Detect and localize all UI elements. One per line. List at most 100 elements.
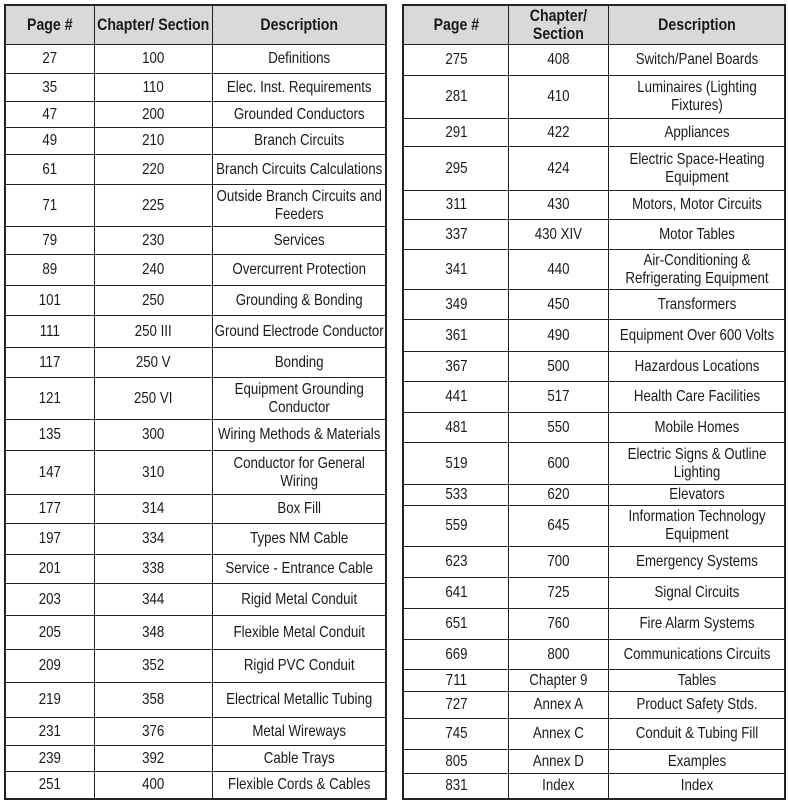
table-row: 441 517 Health Care Facilities xyxy=(404,382,784,413)
cell-page-number: 111 xyxy=(6,316,95,347)
table-row: 251 400 Flexible Cords & Cables xyxy=(6,772,385,798)
cell-text-description: Elec. Inst. Requirements xyxy=(226,78,372,96)
cell-page-number: 203 xyxy=(6,584,95,615)
cell-chapter-section: 600 xyxy=(509,443,609,484)
cell-text-description: Metal Wireways xyxy=(252,722,346,740)
cell-description: Grounding & Bonding xyxy=(213,286,385,315)
cell-text-description: Examples xyxy=(667,752,726,770)
cell-chapter-section: 517 xyxy=(509,382,609,412)
cell-text-description: Outside Branch Circuits and Feeders xyxy=(216,187,382,223)
header-label-page-number: Page # xyxy=(27,15,73,34)
table-row: 135 300 Wiring Methods & Materials xyxy=(6,420,385,451)
table-row: 281 410 Luminaires (Lighting Fixtures) xyxy=(404,76,784,119)
cell-text-page-number: 341 xyxy=(444,260,468,278)
table-row: 341 440 Air-Conditioning & Refrigerating E… xyxy=(404,250,784,290)
cell-description: Branch Circuits Calculations xyxy=(213,155,385,184)
cell-text-description: Mobile Homes xyxy=(654,418,739,436)
cell-text-chapter-section: 600 xyxy=(547,454,570,472)
cell-chapter-section: 620 xyxy=(509,485,609,505)
header-chapter-section: Chapter/ Section xyxy=(509,6,609,44)
cell-text-chapter-section: 550 xyxy=(547,418,570,436)
cell-text-description: Branch Circuits Calculations xyxy=(215,160,383,178)
cell-page-number: 35 xyxy=(6,74,95,101)
cell-chapter-section: 490 xyxy=(509,320,609,351)
cell-text-chapter-section: 450 xyxy=(547,295,570,313)
cell-text-chapter-section: 440 xyxy=(547,260,570,278)
table-header-row: Page # Chapter/ Section Description xyxy=(6,6,385,45)
cell-chapter-section: 100 xyxy=(95,45,213,73)
cell-page-number: 121 xyxy=(6,378,95,419)
table-row: 361 490 Equipment Over 600 Volts xyxy=(404,320,784,352)
table-row: 101 250 Grounding & Bonding xyxy=(6,286,385,316)
cell-description: Rigid PVC Conduit xyxy=(213,650,385,682)
cell-text-page-number: 669 xyxy=(444,645,468,663)
cell-text-page-number: 711 xyxy=(445,671,467,689)
table-row: 219 358 Electrical Metallic Tubing xyxy=(6,683,385,718)
cell-page-number: 201 xyxy=(6,555,95,583)
table-row: 197 334 Types NM Cable xyxy=(6,524,385,555)
cell-page-number: 209 xyxy=(6,650,95,682)
cell-chapter-section: 410 xyxy=(509,76,609,118)
cell-text-chapter-section: 314 xyxy=(142,500,165,517)
cell-description: Communications Circuits xyxy=(609,640,784,669)
cell-text-chapter-section: 230 xyxy=(142,231,165,249)
cell-chapter-section: 422 xyxy=(509,119,609,146)
cell-text-page-number: 311 xyxy=(445,196,467,213)
cell-description: Air-Conditioning & Refrigerating Equipme… xyxy=(609,250,784,289)
cell-chapter-section: Annex C xyxy=(509,719,609,749)
table-row: 669 800 Communications Circuits xyxy=(404,640,784,670)
cell-text-description: Electric Space-Heating Equipment xyxy=(628,150,765,186)
cell-text-description: Rigid PVC Conduit xyxy=(243,657,355,674)
cell-page-number: 239 xyxy=(6,746,95,771)
cell-description: Conductor for General Wiring xyxy=(213,451,385,494)
cell-description: Definitions xyxy=(213,45,385,73)
table-row: 291 422 Appliances xyxy=(404,119,784,147)
cell-description: Types NM Cable xyxy=(213,524,385,554)
cell-description: Box Fill xyxy=(213,495,385,523)
cell-text-chapter-section: 300 xyxy=(142,426,165,443)
cell-page-number: 367 xyxy=(404,352,509,381)
cell-description: Equipment Grounding Conductor xyxy=(213,378,385,419)
table-row: 711 Chapter 9 Tables xyxy=(404,670,784,692)
cell-page-number: 79 xyxy=(6,227,95,254)
cell-text-page-number: 361 xyxy=(444,326,468,344)
cell-text-chapter-section: 338 xyxy=(142,560,165,577)
cell-text-description: Flexible Cords & Cables xyxy=(227,776,371,793)
table-row: 71 225 Outside Branch Circuits and Feeders xyxy=(6,185,385,227)
table-row: 727 Annex A Product Safety Stds. xyxy=(404,692,784,719)
cell-chapter-section: 220 xyxy=(95,155,213,184)
cell-text-chapter-section: 430 xyxy=(547,196,570,213)
table-row: 203 344 Rigid Metal Conduit xyxy=(6,584,385,616)
cell-text-chapter-section: 220 xyxy=(142,160,165,178)
table-row: 533 620 Elevators xyxy=(404,485,784,506)
cell-page-number: 641 xyxy=(404,578,509,608)
cell-page-number: 711 xyxy=(404,670,509,691)
cell-text-description: Conductor for General Wiring xyxy=(233,454,365,490)
cell-text-page-number: 205 xyxy=(38,623,62,641)
cell-chapter-section: Index xyxy=(509,774,609,798)
cell-page-number: 197 xyxy=(6,524,95,554)
cell-description: Appliances xyxy=(609,119,784,146)
cell-text-page-number: 291 xyxy=(444,123,468,141)
cell-text-description: Air-Conditioning & Refrigerating Equipme… xyxy=(624,251,769,287)
table-row: 311 430 Motors, Motor Circuits xyxy=(404,191,784,220)
cell-description: Conduit & Tubing Fill xyxy=(609,719,784,749)
cell-text-page-number: 79 xyxy=(42,231,58,249)
cell-page-number: 147 xyxy=(6,451,95,494)
cell-text-chapter-section: 250 V xyxy=(136,353,171,371)
cell-text-page-number: 337 xyxy=(444,225,468,243)
table-row: 117 250 V Bonding xyxy=(6,348,385,378)
cell-page-number: 745 xyxy=(404,719,509,749)
cell-text-description: Fire Alarm Systems xyxy=(638,615,755,632)
cell-text-page-number: 559 xyxy=(444,517,468,534)
cell-chapter-section: 348 xyxy=(95,616,213,649)
table-row: 805 Annex D Examples xyxy=(404,750,784,774)
cell-chapter-section: 760 xyxy=(509,609,609,639)
cell-chapter-section: 440 xyxy=(509,250,609,289)
cell-text-chapter-section: 392 xyxy=(142,749,165,767)
cell-page-number: 341 xyxy=(404,250,509,289)
cell-text-description: Cable Trays xyxy=(263,749,335,767)
cell-text-page-number: 519 xyxy=(444,454,468,472)
cell-chapter-section: 250 VI xyxy=(95,378,213,419)
cell-text-chapter-section: 422 xyxy=(547,123,570,141)
